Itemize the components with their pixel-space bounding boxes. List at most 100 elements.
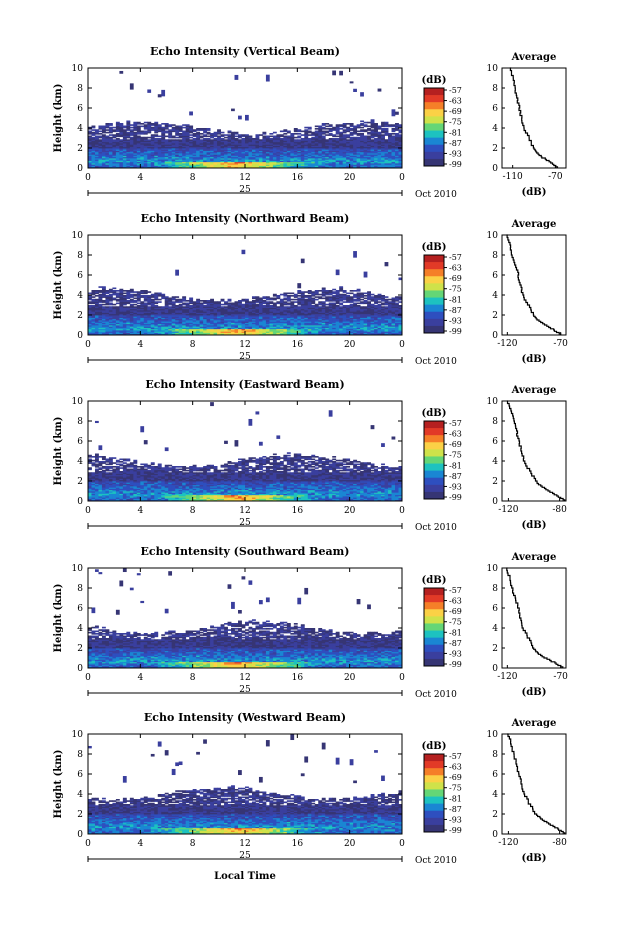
echo-cell (336, 124, 340, 126)
echo-cell (130, 124, 134, 126)
heatmap-field (88, 71, 402, 169)
echo-cell (133, 298, 137, 300)
echo-cell (221, 304, 225, 306)
echo-cell (154, 301, 158, 303)
x-tick-label: 20 (344, 173, 356, 183)
echo-cell (262, 305, 266, 307)
echo-cell (88, 136, 92, 138)
echo-cell (297, 306, 301, 308)
echo-cell (203, 300, 207, 302)
echo-cell (140, 290, 144, 292)
echo-cell (179, 133, 183, 135)
echo-cell (329, 133, 333, 135)
echo-cell (137, 126, 141, 128)
echo-cell (88, 131, 92, 133)
echo-cell (304, 295, 308, 297)
echo-cell (137, 122, 141, 124)
echo-cell (283, 133, 287, 135)
echo-cell (308, 295, 312, 297)
echo-cell (350, 128, 354, 130)
echo-cell (221, 132, 225, 134)
echo-cell (196, 299, 200, 301)
echo-cell (175, 137, 179, 139)
echo-cell (388, 133, 392, 135)
echo-cell (151, 123, 155, 125)
echo-cell (266, 301, 270, 303)
echo-cell (301, 138, 305, 140)
echo-cell (193, 129, 197, 131)
echo-cell (259, 139, 263, 141)
echo-cell (367, 122, 371, 124)
echo-cell (116, 306, 120, 308)
colorbar-swatch (424, 131, 444, 138)
echo-cell (262, 296, 266, 298)
echo-cell (311, 137, 315, 139)
echo-cell (116, 138, 120, 140)
echo-cell (353, 126, 357, 128)
echo-cell (266, 136, 270, 138)
echo-cell (130, 289, 134, 291)
echo-cell (283, 129, 287, 131)
echo-cell (308, 131, 312, 133)
echo-cell (175, 296, 179, 298)
echo-cell (207, 300, 211, 302)
avg-y-tick-label: 8 (492, 84, 498, 94)
echo-cell (161, 294, 165, 296)
echo-cell (154, 305, 158, 307)
colorbar-tick-label: -63 (449, 97, 462, 106)
echo-cell (287, 131, 291, 133)
echo-cell (165, 139, 169, 141)
echo-cell (112, 304, 116, 306)
echo-cell (116, 122, 120, 124)
echo-cell (144, 295, 148, 297)
echo-cell (210, 299, 214, 301)
echo-cell (304, 129, 308, 131)
echo-cell (290, 295, 294, 297)
echo-cell (144, 122, 148, 124)
echo-cell (165, 296, 169, 298)
echo-cell (109, 294, 113, 296)
colorbar-tick-label: -75 (449, 118, 462, 127)
echo-cell (112, 139, 116, 141)
echo-cell (385, 139, 389, 141)
echo-cell (315, 290, 319, 292)
avg-y-tick-label: 6 (492, 104, 498, 114)
echo-cell (252, 296, 256, 298)
echo-cell (304, 291, 308, 293)
colorbar-swatch (424, 116, 444, 123)
echo-cell (182, 131, 186, 133)
echo-cell (371, 129, 375, 131)
echo-cell (357, 124, 361, 126)
echo-cell (133, 304, 137, 306)
echo-cell (151, 134, 155, 136)
echo-cell (367, 126, 371, 128)
echo-cell (116, 293, 120, 295)
echo-cell (262, 132, 266, 134)
echo-cell (378, 132, 382, 134)
echo-cell-aloft (301, 259, 305, 264)
echo-cell (95, 136, 99, 138)
echo-cell (360, 133, 364, 135)
echo-cell (262, 136, 266, 138)
echo-cell (276, 301, 280, 303)
echo-cell (364, 122, 368, 124)
echo-cell (339, 128, 343, 130)
echo-cell (119, 139, 123, 141)
echo-cell (235, 301, 239, 303)
echo-cell (189, 126, 193, 128)
echo-cell (287, 136, 291, 138)
x-tick-label: 16 (292, 173, 304, 183)
echo-cell (158, 293, 162, 295)
echo-cell (242, 138, 246, 140)
echo-cell (154, 138, 158, 140)
echo-cell (238, 134, 242, 136)
echo-cell (175, 126, 179, 128)
echo-cell (133, 300, 137, 302)
echo-cell (189, 298, 193, 300)
echo-cell (283, 301, 287, 303)
echo-cell (318, 126, 322, 128)
echo-cell (308, 138, 312, 140)
echo-cell (322, 298, 326, 300)
echo-cell (235, 132, 239, 134)
echo-cell (322, 131, 326, 133)
